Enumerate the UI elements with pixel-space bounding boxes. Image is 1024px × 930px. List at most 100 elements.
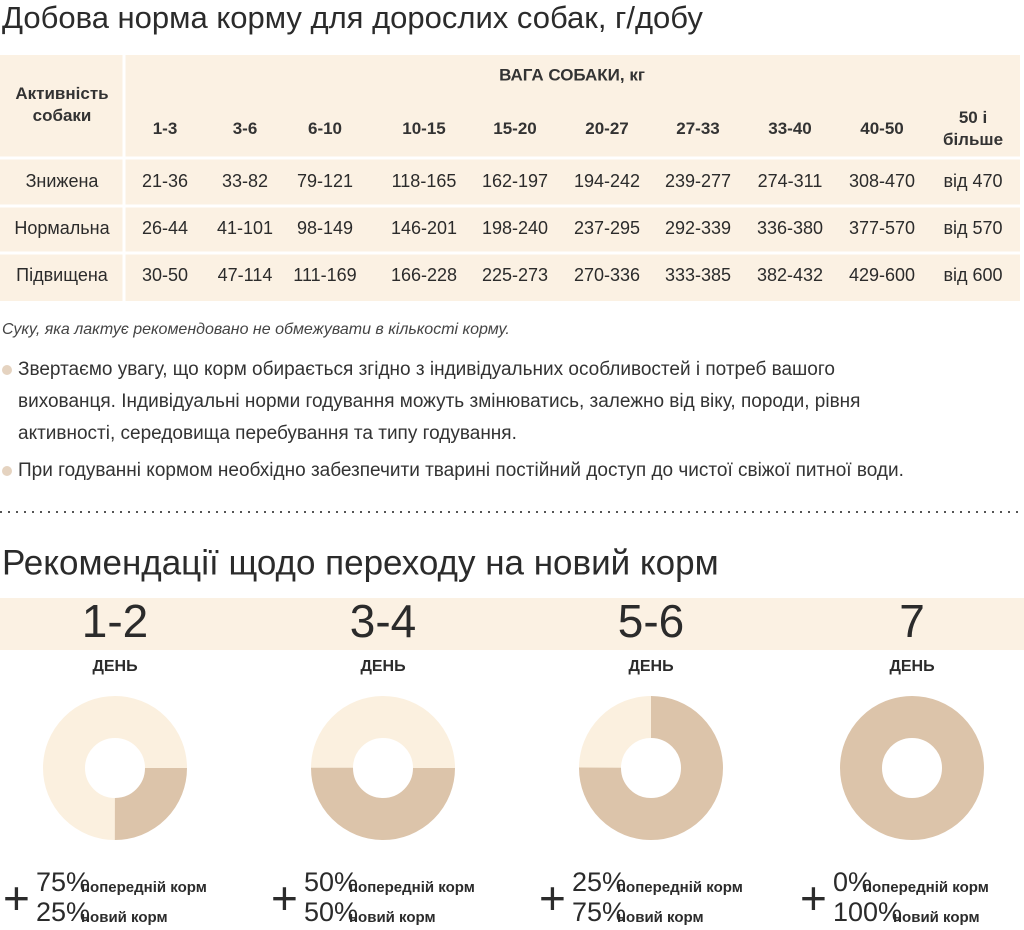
note: Суку, яка лактує рекомендовано не обмежу… bbox=[2, 321, 510, 338]
column-header: 10-15 bbox=[402, 119, 445, 138]
cell: 41-101 bbox=[217, 218, 273, 238]
cell: 166-228 bbox=[391, 265, 457, 285]
cell: 336-380 bbox=[757, 218, 823, 238]
column-header-line: 20-27 bbox=[585, 119, 628, 138]
day-number: 7 bbox=[899, 595, 925, 647]
day-label: ДЕНЬ bbox=[889, 658, 934, 675]
old-text: попередній корм bbox=[81, 879, 207, 896]
old-percent: 25% bbox=[572, 867, 626, 897]
day-number: 5-6 bbox=[618, 595, 684, 647]
cell: 162-197 bbox=[482, 171, 548, 191]
cell: 194-242 bbox=[574, 171, 640, 191]
day-label: ДЕНЬ bbox=[360, 658, 405, 675]
cell: від 470 bbox=[943, 171, 1002, 191]
bullet-dot bbox=[2, 466, 12, 476]
column-header-line: 40-50 bbox=[860, 119, 903, 138]
old-percent: 50% bbox=[304, 867, 358, 897]
column-header: 40-50 bbox=[860, 119, 903, 138]
cell: 118-165 bbox=[392, 171, 457, 191]
new-percent: 100% bbox=[833, 897, 902, 927]
cell: 274-311 bbox=[758, 171, 823, 191]
cell: 146-201 bbox=[391, 218, 457, 238]
row-label: Підвищена bbox=[16, 265, 109, 285]
new-percent: 25% bbox=[36, 897, 90, 927]
cell: 30-50 bbox=[142, 265, 188, 285]
cell: 225-273 bbox=[482, 265, 548, 285]
new-percent: 50% bbox=[304, 897, 358, 927]
table-header: ВАГА СОБАКИ, кг bbox=[499, 65, 645, 84]
column-header-line: 3-6 bbox=[233, 119, 258, 138]
day-label: ДЕНЬ bbox=[92, 658, 137, 675]
new-text: новий корм bbox=[81, 909, 168, 926]
table-background bbox=[0, 55, 1020, 301]
column-header-line: 50 і bbox=[959, 108, 987, 127]
cell: від 570 bbox=[943, 218, 1002, 238]
cell: 111-169 bbox=[293, 265, 356, 285]
donut-new bbox=[840, 696, 984, 840]
column-header: 50 і більше bbox=[943, 108, 1003, 149]
cell: 237-295 bbox=[574, 218, 640, 238]
new-text: новий корм bbox=[893, 909, 980, 926]
column-header: 6-10 bbox=[308, 119, 342, 138]
plus: + bbox=[800, 872, 827, 924]
column-header-line: 27-33 bbox=[676, 119, 719, 138]
column-header-line: 33-40 bbox=[768, 119, 811, 138]
column-header: 15-20 bbox=[493, 119, 536, 138]
cell: 21-36 bbox=[142, 171, 188, 191]
donut-new bbox=[43, 696, 187, 840]
column-header-line: 6-10 bbox=[308, 119, 342, 138]
day-label: ДЕНЬ bbox=[628, 658, 673, 675]
old-percent: 75% bbox=[36, 867, 90, 897]
donut-new bbox=[311, 696, 455, 840]
cell: 47-114 bbox=[218, 265, 273, 285]
column-header-line: більше bbox=[943, 130, 1003, 149]
column-header: 3-6 bbox=[233, 119, 258, 138]
day-number: 1-2 bbox=[82, 595, 148, 647]
column-header-line: 1-3 bbox=[153, 119, 178, 138]
old-text: попередній корм bbox=[617, 879, 743, 896]
new-percent: 75% bbox=[572, 897, 626, 927]
section-title: Рекомендації щодо переходу на новий корм bbox=[2, 543, 719, 582]
row-label: Знижена bbox=[26, 171, 100, 191]
cell: 239-277 bbox=[665, 171, 731, 191]
cell: 270-336 bbox=[574, 265, 640, 285]
old-text: попередній корм bbox=[863, 879, 989, 896]
table-header: Активність собаки bbox=[15, 84, 108, 125]
table-title: Добова норма корму для дорослих собак, г… bbox=[2, 0, 703, 35]
new-text: новий корм bbox=[617, 909, 704, 926]
cell: 79-121 bbox=[297, 171, 353, 191]
plus: + bbox=[271, 872, 298, 924]
column-header-line: 10-15 bbox=[402, 119, 445, 138]
plus: + bbox=[539, 872, 566, 924]
cell: від 600 bbox=[943, 265, 1002, 285]
bullet-text: Звертаємо увагу, що корм обирається згід… bbox=[18, 359, 835, 380]
cell: 308-470 bbox=[849, 171, 915, 191]
column-header: 27-33 bbox=[676, 119, 719, 138]
cell: 33-82 bbox=[222, 171, 268, 191]
column-header: 20-27 bbox=[585, 119, 628, 138]
cell: 198-240 bbox=[482, 218, 548, 238]
day-number: 3-4 bbox=[350, 595, 416, 647]
old-percent: 0% bbox=[833, 867, 872, 897]
bullet-text: активності, середовища перебування та ти… bbox=[18, 423, 517, 444]
new-text: новий корм bbox=[349, 909, 436, 926]
bullet-text: вихованця. Індивідуальні норми годування… bbox=[18, 391, 860, 412]
column-header: 33-40 bbox=[768, 119, 811, 138]
cell: 333-385 bbox=[665, 265, 731, 285]
cell: 382-432 bbox=[757, 265, 823, 285]
cell: 26-44 bbox=[142, 218, 188, 238]
cell: 429-600 bbox=[849, 265, 915, 285]
donut-new bbox=[579, 696, 723, 840]
bullet-dot bbox=[2, 365, 12, 375]
cell: 292-339 bbox=[665, 218, 731, 238]
bullet-text: При годуванні кормом необхідно забезпечи… bbox=[18, 460, 904, 481]
column-header-line: 15-20 bbox=[493, 119, 536, 138]
old-text: попередній корм bbox=[349, 879, 475, 896]
plus: + bbox=[3, 872, 30, 924]
cell: 377-570 bbox=[849, 218, 915, 238]
cell: 98-149 bbox=[297, 218, 353, 238]
days-band bbox=[0, 598, 1024, 650]
row-label: Нормальна bbox=[14, 218, 110, 238]
column-header: 1-3 bbox=[153, 119, 178, 138]
